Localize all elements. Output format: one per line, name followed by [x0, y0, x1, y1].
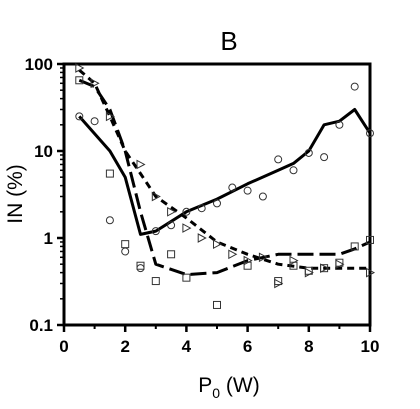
marker-circle — [243, 186, 252, 195]
x-tick-label: 10 — [361, 337, 380, 356]
plot-border — [62, 62, 372, 327]
marker-triangle — [105, 111, 115, 122]
marker-square — [121, 240, 130, 249]
marker-square — [167, 250, 176, 259]
marker-circle — [366, 129, 374, 138]
y-axis-label: IN (%) — [4, 164, 27, 224]
y-tick-label: 0.1 — [29, 316, 53, 335]
x-tick-label: 4 — [182, 337, 192, 356]
marker-triangle — [289, 255, 299, 266]
marker-triangle — [335, 259, 345, 270]
marker-triangle — [182, 223, 192, 233]
marker-square — [182, 273, 191, 282]
y-tick-label: 10 — [34, 142, 53, 161]
marker-circle — [75, 112, 84, 121]
marker-triangle — [228, 249, 238, 260]
marker-circle — [350, 82, 359, 91]
marker-circle — [335, 120, 344, 129]
marker-circle — [213, 199, 221, 208]
marker-triangle — [213, 239, 223, 249]
marker-triangle — [197, 233, 207, 243]
marker-circle — [320, 153, 329, 162]
marker-circle — [304, 148, 313, 157]
marker-circle — [151, 227, 160, 236]
marker-square — [366, 235, 374, 244]
series-markers — [75, 63, 376, 309]
marker-circle — [258, 192, 267, 201]
y-tick-label: 100 — [25, 55, 53, 74]
plot-area — [62, 62, 372, 327]
marker-square — [136, 261, 145, 270]
marker-square — [75, 76, 84, 85]
marker-square — [105, 169, 114, 178]
marker-triangle — [167, 206, 177, 217]
marker-circle — [136, 264, 145, 273]
marker-triangle — [75, 63, 85, 73]
marker-square — [151, 277, 160, 286]
x-axis-label: P0 (W) — [198, 374, 259, 401]
x-tick-label: 2 — [120, 337, 129, 356]
marker-triangle — [90, 78, 100, 89]
marker-triangle — [243, 255, 253, 266]
chart-title: B — [220, 26, 237, 56]
series-line-short-dash — [78, 68, 370, 270]
marker-triangle — [366, 267, 376, 278]
x-axis-label-sub: 0 — [212, 385, 220, 401]
marker-circle — [274, 155, 283, 164]
x-axis-label-main: P — [198, 374, 212, 397]
marker-circle — [289, 166, 298, 175]
marker-triangle — [320, 263, 330, 274]
marker-square — [350, 242, 359, 251]
marker-triangle — [304, 267, 314, 278]
marker-triangle — [151, 191, 161, 202]
series-line-solid — [78, 108, 372, 236]
marker-circle — [228, 183, 237, 192]
marker-circle — [182, 207, 191, 216]
series-lines — [78, 68, 372, 277]
marker-triangle — [258, 252, 268, 263]
marker-triangle — [136, 159, 146, 170]
marker-circle — [167, 221, 176, 230]
marker-square — [213, 300, 221, 309]
marker-circle — [105, 216, 114, 225]
x-tick-label: 8 — [304, 337, 313, 356]
x-tick-label: 6 — [243, 337, 252, 356]
x-tick-label: 0 — [59, 337, 68, 356]
series-line-long-dash — [78, 78, 371, 277]
marker-circle — [90, 117, 99, 126]
y-tick-label: 1 — [44, 229, 53, 248]
axis-ticks: 0 2 4 6 8 10 0.1 1 10 100 — [25, 55, 380, 356]
marker-triangle — [274, 278, 284, 289]
marker-circle — [121, 247, 130, 256]
x-axis-label-unit: (W) — [220, 374, 260, 397]
marker-circle — [197, 204, 206, 213]
